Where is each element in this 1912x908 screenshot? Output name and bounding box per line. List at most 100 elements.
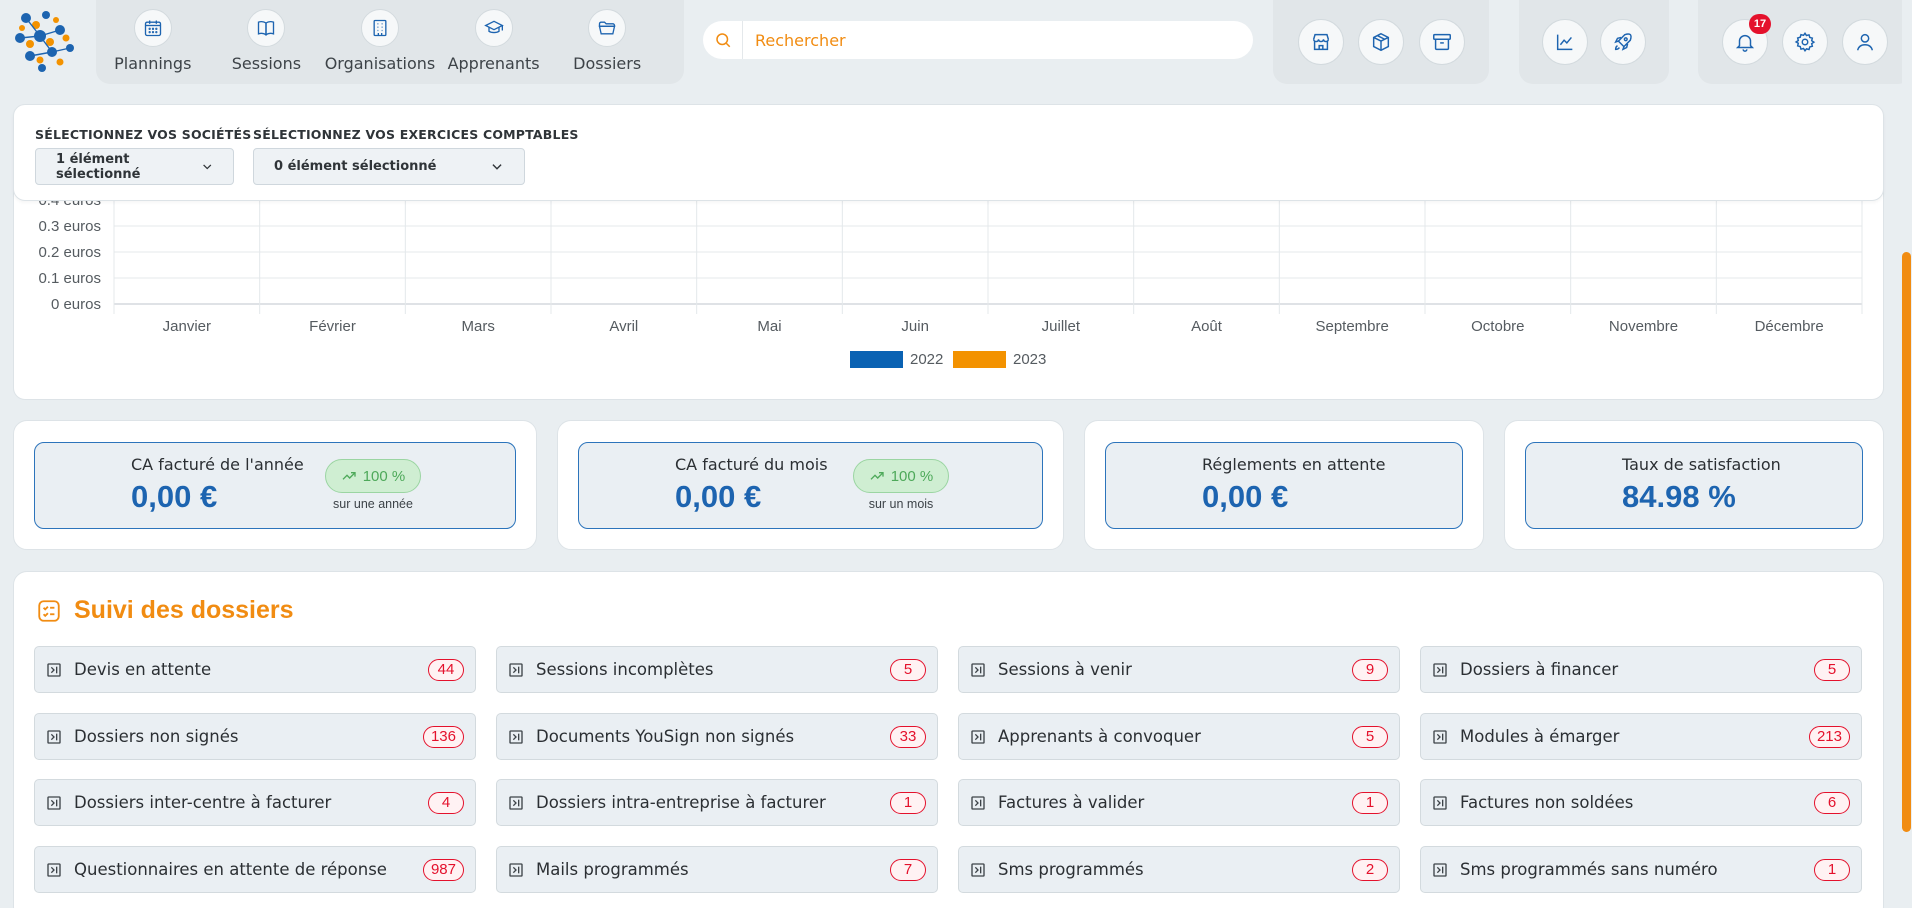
dossier-item[interactable]: Dossiers à financer 5 [1420, 646, 1862, 693]
rocket-icon [1614, 33, 1633, 51]
trend-up-icon [342, 472, 356, 480]
scrollbar-track[interactable] [1902, 0, 1912, 908]
kpi-card-ca-annee: CA facturé de l'année 0,00 € 100 % sur u… [13, 420, 537, 550]
dossier-item-label: Sessions à venir [998, 660, 1132, 679]
dossier-item-count: 2 [1352, 858, 1388, 881]
archive-icon [1432, 33, 1451, 51]
dossier-item[interactable]: Questionnaires en attente de réponse 987 [34, 846, 476, 893]
folder-icon [588, 9, 627, 47]
rocket-button[interactable] [1600, 19, 1647, 65]
dossier-item-label: Dossiers à financer [1460, 660, 1619, 679]
dossier-item[interactable]: Dossiers intra-entreprise à facturer 1 [496, 779, 938, 826]
nav-apprenants[interactable]: Apprenants [437, 0, 551, 84]
dossier-item[interactable]: Modules à émarger 213 [1420, 713, 1862, 760]
y-tick-label: 0.2 euros [38, 244, 101, 261]
archive-button[interactable] [1418, 19, 1465, 65]
expand-icon [47, 662, 61, 677]
gear-icon [1794, 32, 1816, 52]
expand-icon [47, 795, 61, 810]
scrollbar-thumb[interactable] [1902, 252, 1911, 832]
dossier-item[interactable]: Devis en attente 44 [34, 646, 476, 693]
box-icon [1372, 32, 1390, 52]
profile-button[interactable] [1842, 19, 1888, 65]
expand-icon [971, 795, 985, 810]
dossier-item[interactable]: Dossiers inter-centre à facturer 4 [34, 779, 476, 826]
store-icon [1312, 33, 1329, 51]
kpi-value: 84.98 % [1622, 479, 1736, 514]
trend-badge: 100 % [853, 459, 949, 493]
line-chart-icon [1556, 34, 1572, 51]
dossier-item-label: Sessions incomplètes [536, 660, 714, 679]
bell-icon [1735, 34, 1755, 52]
dossier-item[interactable]: Factures à valider 1 [958, 779, 1400, 826]
suivi-dossiers-card: Suivi des dossiers Devis en attente 44 Ses… [13, 571, 1884, 908]
dossier-item-label: Modules à émarger [1460, 727, 1620, 746]
store-button[interactable] [1297, 19, 1344, 65]
dossier-item-label: Dossiers intra-entreprise à facturer [536, 793, 826, 812]
dossier-item-count: 987 [422, 858, 464, 881]
graduation-cap-icon [474, 9, 513, 47]
dossier-item-label: Apprenants à convoquer [998, 727, 1201, 746]
legend-label[interactable]: 2022 [910, 351, 943, 368]
user-icon [1856, 33, 1874, 51]
expand-icon [1433, 729, 1447, 744]
kpi-title: CA facturé du mois [675, 455, 828, 474]
notifications-badge: 17 [1749, 14, 1771, 34]
y-tick-label: 0.3 euros [38, 218, 101, 235]
settings-button[interactable] [1782, 19, 1828, 65]
building-icon [360, 9, 399, 47]
app-logo[interactable] [12, 8, 78, 74]
legend-swatch[interactable] [953, 351, 1006, 368]
kpi-box: CA facturé du mois 0,00 € 100 % sur un m… [578, 442, 1043, 529]
search-input[interactable] [743, 30, 1253, 50]
dossier-item-label: Factures non soldées [1460, 793, 1634, 812]
dossier-item[interactable]: Apprenants à convoquer 5 [958, 713, 1400, 760]
dossier-item[interactable]: Sms programmés 2 [958, 846, 1400, 893]
kpi-box: CA facturé de l'année 0,00 € 100 % sur u… [34, 442, 516, 529]
dossier-item-count: 4 [428, 791, 464, 814]
tools-group [1273, 0, 1489, 84]
x-tick-label: Février [309, 318, 356, 335]
societes-select[interactable]: 1 élément sélectionné [35, 148, 234, 185]
exercices-select[interactable]: 0 élément sélectionné [253, 148, 525, 185]
dossier-item[interactable]: Sessions incomplètes 5 [496, 646, 938, 693]
kpi-card-reglements: Réglements en attente 0,00 € [1084, 420, 1484, 550]
legend-swatch[interactable] [850, 351, 903, 368]
box-button[interactable] [1358, 19, 1404, 65]
dossier-item-label: Documents YouSign non signés [536, 727, 795, 746]
nav-dossiers[interactable]: Dossiers [550, 0, 664, 84]
exercices-select-value: 0 élément sélectionné [274, 159, 437, 174]
nav-organisations[interactable]: Organisations [323, 0, 437, 84]
statistics-button[interactable] [1541, 19, 1588, 65]
nav-plannings-label: Plannings [114, 54, 192, 73]
dossier-item-count: 1 [890, 791, 926, 814]
dossier-item-count: 5 [1814, 658, 1850, 681]
dossier-item-count: 9 [1352, 658, 1388, 681]
stats-group [1519, 0, 1669, 84]
exercices-filter: SÉLECTIONNEZ VOS EXERCICES COMPTABLES 0 … [253, 127, 579, 185]
dossier-item-label: Sms programmés [998, 860, 1144, 879]
dossier-item-label: Sms programmés sans numéro [1460, 860, 1718, 879]
dossier-item[interactable]: Dossiers non signés 136 [34, 713, 476, 760]
notifications-button[interactable]: 17 [1722, 14, 1771, 65]
expand-icon [971, 862, 985, 877]
expand-icon [971, 729, 985, 744]
dossier-item[interactable]: Sessions à venir 9 [958, 646, 1400, 693]
trend-caption: sur une année [333, 497, 413, 511]
nav-plannings[interactable]: Plannings [96, 0, 210, 84]
nav-sessions[interactable]: Sessions [210, 0, 324, 84]
legend-label[interactable]: 2023 [1013, 351, 1046, 368]
societes-filter: SÉLECTIONNEZ VOS SOCIÉTÉS 1 élément séle… [35, 127, 251, 185]
trend-caption: sur un mois [868, 497, 934, 511]
dossier-item[interactable]: Documents YouSign non signés 33 [496, 713, 938, 760]
kpi-value: 0,00 € [675, 479, 762, 514]
nav-organisations-label: Organisations [324, 54, 436, 73]
x-tick-label: Juin [901, 318, 929, 335]
dossier-item[interactable]: Factures non soldées 6 [1420, 779, 1862, 826]
dossier-item[interactable]: Sms programmés sans numéro 1 [1420, 846, 1862, 893]
nav-apprenants-label: Apprenants [447, 54, 540, 73]
expand-icon [1433, 795, 1447, 810]
dossier-item[interactable]: Mails programmés 7 [496, 846, 938, 893]
user-group: 17 [1698, 0, 1912, 84]
expand-icon [509, 795, 523, 810]
